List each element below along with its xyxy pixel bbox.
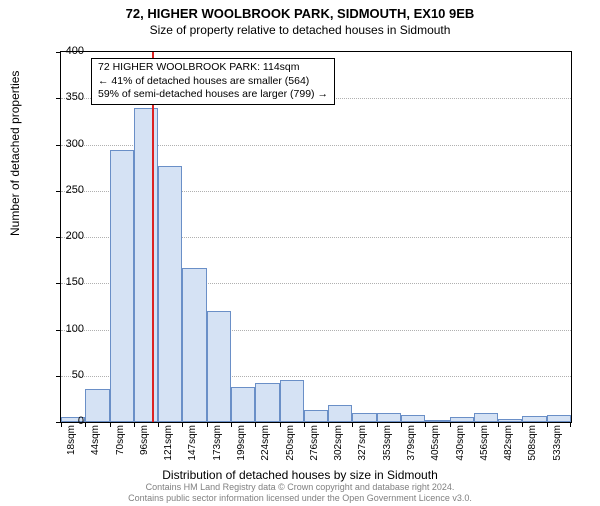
y-tick-label: 0 bbox=[44, 415, 84, 427]
info-callout-box: 72 HIGHER WOOLBROOK PARK: 114sqm← 41% of… bbox=[91, 58, 335, 105]
x-tick-mark bbox=[328, 422, 329, 427]
x-tick-mark bbox=[110, 422, 111, 427]
info-line-1: 72 HIGHER WOOLBROOK PARK: 114sqm bbox=[98, 61, 328, 75]
x-tick-mark bbox=[377, 422, 378, 427]
histogram-bar bbox=[352, 413, 376, 422]
x-tick-mark bbox=[474, 422, 475, 427]
y-tick-label: 400 bbox=[44, 45, 84, 57]
footer-line-2: Contains public sector information licen… bbox=[128, 493, 472, 503]
footer-attribution: Contains HM Land Registry data © Crown c… bbox=[0, 482, 600, 504]
x-tick-mark bbox=[522, 422, 523, 427]
histogram-bar bbox=[85, 389, 109, 422]
x-tick-mark bbox=[570, 422, 571, 427]
property-marker-line bbox=[152, 52, 154, 422]
x-tick-mark bbox=[255, 422, 256, 427]
info-line-3: 59% of semi-detached houses are larger (… bbox=[98, 88, 328, 102]
histogram-bar bbox=[498, 419, 522, 422]
x-tick-mark bbox=[304, 422, 305, 427]
x-tick-mark bbox=[425, 422, 426, 427]
histogram-bar bbox=[158, 166, 182, 422]
histogram-bar bbox=[110, 150, 134, 422]
histogram-bar bbox=[522, 416, 546, 422]
x-tick-mark bbox=[280, 422, 281, 427]
histogram-bar bbox=[377, 413, 401, 422]
x-tick-mark bbox=[158, 422, 159, 427]
x-tick-mark bbox=[352, 422, 353, 427]
y-tick-label: 50 bbox=[44, 369, 84, 381]
histogram-bar bbox=[304, 410, 328, 422]
y-tick-label: 100 bbox=[44, 323, 84, 335]
y-tick-label: 150 bbox=[44, 276, 84, 288]
x-tick-mark bbox=[498, 422, 499, 427]
x-tick-mark bbox=[134, 422, 135, 427]
y-tick-label: 350 bbox=[44, 91, 84, 103]
y-tick-label: 300 bbox=[44, 138, 84, 150]
histogram-bar bbox=[450, 417, 474, 422]
histogram-bar bbox=[280, 380, 304, 422]
histogram-bar bbox=[425, 420, 449, 422]
footer-line-1: Contains HM Land Registry data © Crown c… bbox=[146, 482, 455, 492]
x-tick-mark bbox=[85, 422, 86, 427]
x-tick-mark bbox=[231, 422, 232, 427]
histogram-bar bbox=[182, 268, 206, 422]
x-tick-mark bbox=[182, 422, 183, 427]
histogram-bar bbox=[134, 108, 158, 423]
info-line-2: ← 41% of detached houses are smaller (56… bbox=[98, 75, 328, 89]
histogram-bar bbox=[231, 387, 255, 422]
x-tick-mark bbox=[401, 422, 402, 427]
histogram-bar bbox=[547, 415, 571, 422]
chart-title-main: 72, HIGHER WOOLBROOK PARK, SIDMOUTH, EX1… bbox=[0, 6, 600, 21]
y-tick-label: 250 bbox=[44, 184, 84, 196]
histogram-bar bbox=[255, 383, 279, 422]
histogram-bar bbox=[207, 311, 231, 422]
histogram-bar bbox=[474, 413, 498, 422]
x-tick-mark bbox=[547, 422, 548, 427]
y-tick-label: 200 bbox=[44, 230, 84, 242]
histogram-bar bbox=[328, 405, 352, 422]
histogram-bar bbox=[401, 415, 425, 422]
x-tick-mark bbox=[207, 422, 208, 427]
histogram-plot-area: 18sqm44sqm70sqm96sqm121sqm147sqm173sqm19… bbox=[60, 51, 572, 423]
chart-title-sub: Size of property relative to detached ho… bbox=[0, 23, 600, 37]
x-tick-mark bbox=[450, 422, 451, 427]
y-axis-label: Number of detached properties bbox=[8, 71, 22, 236]
x-axis-label: Distribution of detached houses by size … bbox=[0, 468, 600, 482]
